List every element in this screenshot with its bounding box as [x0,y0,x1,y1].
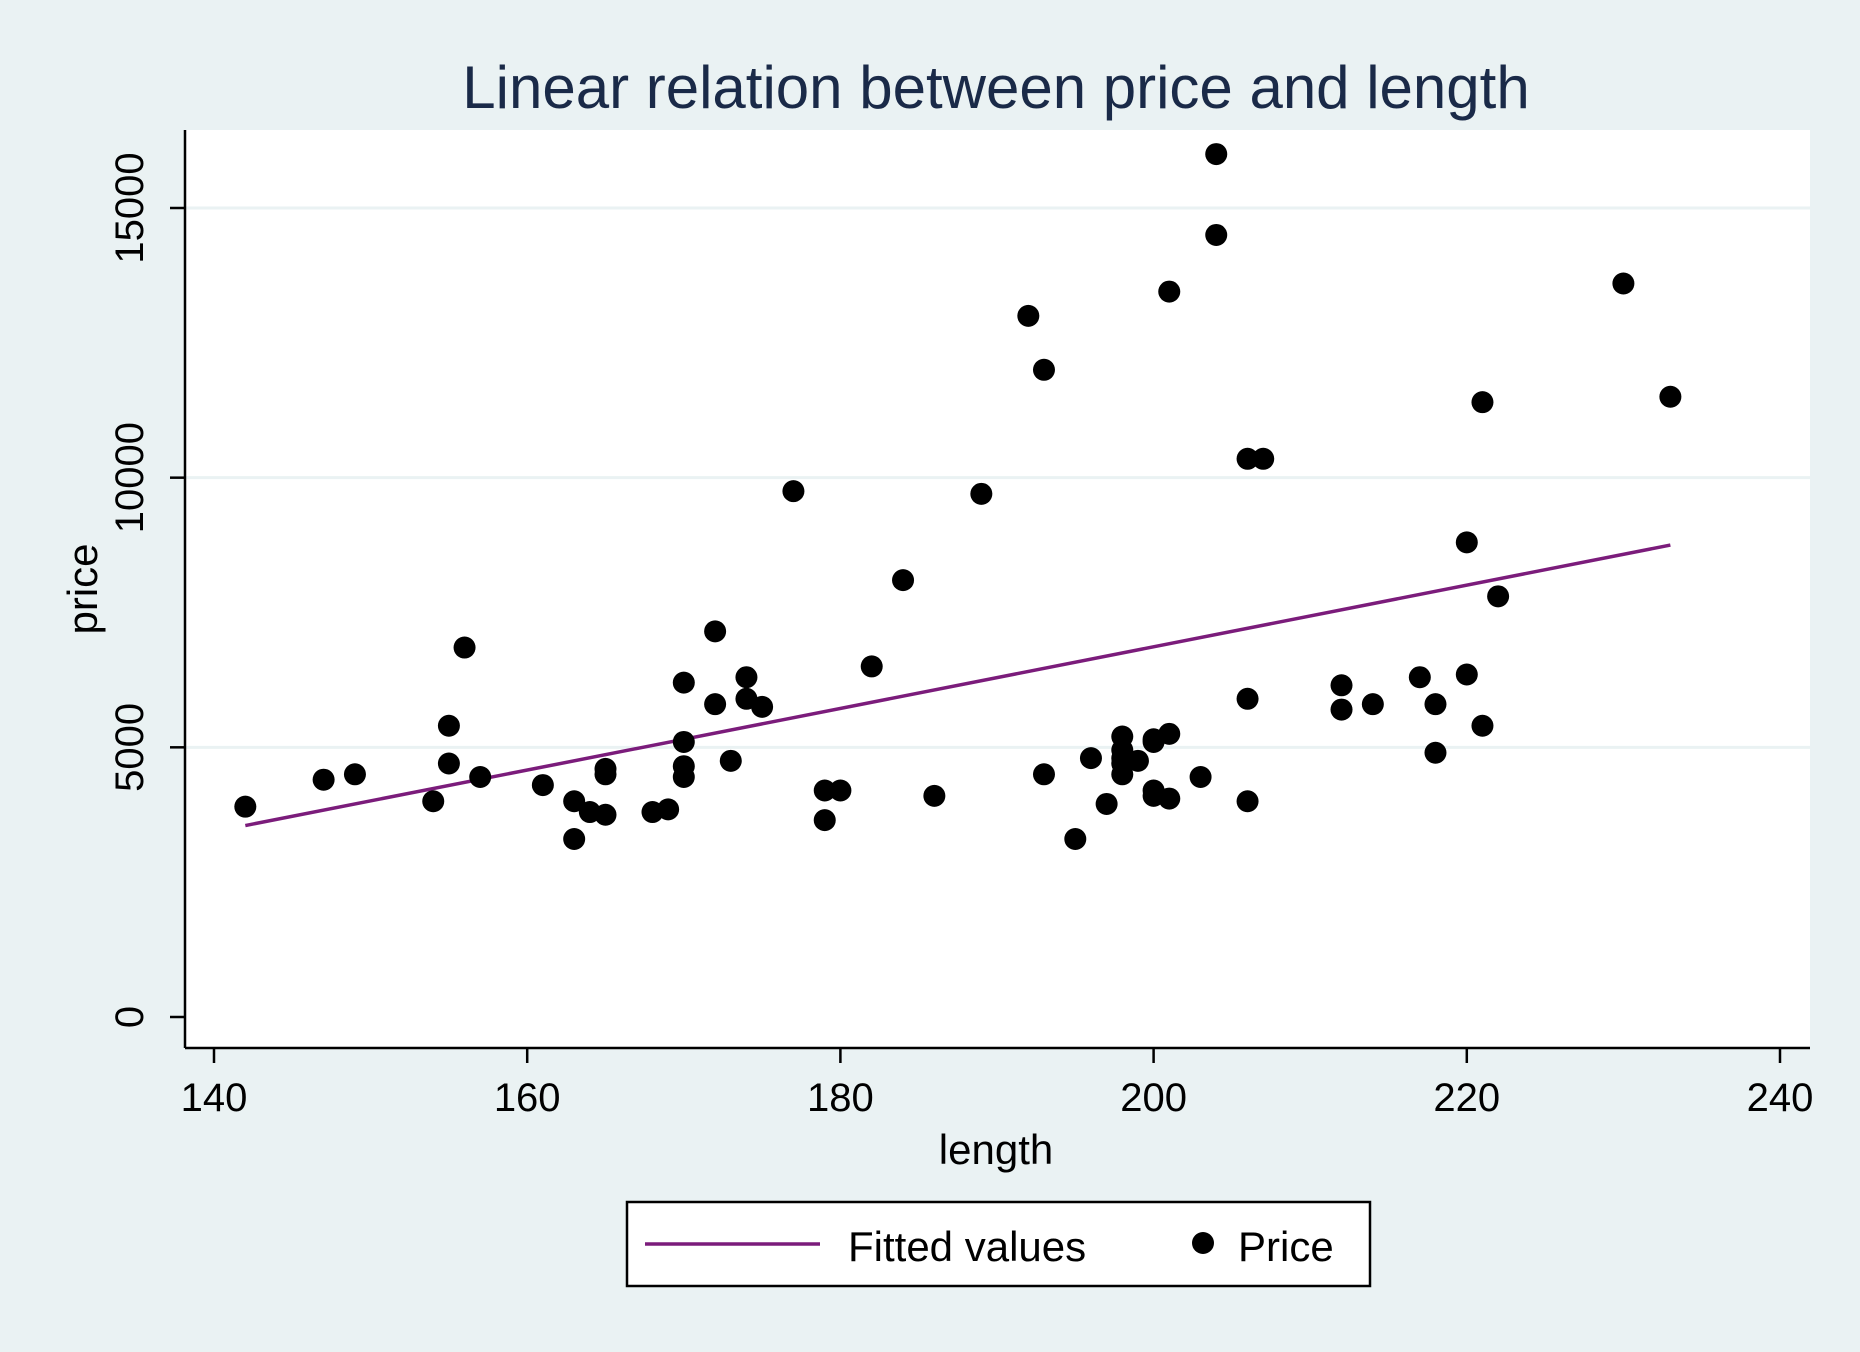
legend-price-swatch [1192,1232,1214,1254]
price-point [1471,391,1494,414]
legend-fitted-label: Fitted values [848,1223,1086,1270]
price-point [782,480,805,503]
price-point [1158,280,1181,303]
chart-title: Linear relation between price and length [462,54,1529,121]
price-point [1126,749,1149,772]
price-point [1471,714,1494,737]
price-point [719,749,742,772]
price-point [437,752,460,775]
y-axis-label: price [59,543,106,634]
price-point [735,666,758,689]
x-tick-label: 200 [1120,1076,1187,1120]
price-point [312,768,335,791]
x-tick-label: 140 [181,1076,248,1120]
x-axis-label: length [939,1126,1053,1173]
x-tick-label: 160 [494,1076,561,1120]
x-axis-ticks: 140 160 180 200 220 240 [181,1048,1814,1120]
price-point [813,809,836,832]
price-point [813,779,836,802]
price-point [1079,747,1102,770]
price-point [1252,447,1275,470]
price-point [1424,741,1447,764]
price-point [892,569,915,592]
y-tick-label: 10000 [108,422,152,533]
price-point [1032,358,1055,381]
price-point [469,765,492,788]
price-point [422,790,445,813]
price-point [1095,792,1118,815]
price-point [1408,666,1431,689]
price-point [234,795,257,818]
price-point [1017,304,1040,327]
price-point [594,763,617,786]
x-tick-label: 240 [1747,1076,1814,1120]
price-point [563,828,586,851]
legend-price-label: Price [1238,1223,1334,1270]
price-point [704,620,727,643]
price-point [1330,674,1353,697]
price-point [1612,272,1635,295]
y-axis-ticks: 0 5000 10000 15000 [108,152,185,1028]
price-point [1111,763,1134,786]
legend: Fitted values Price [625,1200,1372,1288]
price-point [437,714,460,737]
price-point [343,763,366,786]
price-point [1158,787,1181,810]
price-point [1361,693,1384,716]
x-tick-label: 220 [1433,1076,1500,1120]
price-point [453,636,476,659]
price-point [1205,143,1228,166]
price-point [594,803,617,826]
y-tick-label: 5000 [108,703,152,792]
price-point [531,774,554,797]
gridlines [185,206,1810,749]
price-point [1236,687,1259,710]
price-point [1455,663,1478,686]
price-point [672,671,695,694]
price-point [1330,698,1353,721]
price-point [829,779,852,802]
scatter-points-layer [234,143,1682,851]
y-tick-label: 0 [108,1006,152,1028]
price-point [860,655,883,678]
price-point [1659,385,1682,408]
price-point [563,790,586,813]
price-point [1064,828,1087,851]
plot-area [185,130,1810,1048]
price-point [1455,531,1478,554]
x-tick-label: 180 [807,1076,874,1120]
price-point [923,784,946,807]
price-point [1487,585,1510,608]
price-point [657,798,680,821]
price-point [970,482,993,505]
price-point [1205,223,1228,246]
price-point [751,695,774,718]
price-point [672,730,695,753]
price-point [1236,447,1259,470]
price-point [704,693,727,716]
price-point [1158,722,1181,745]
price-point [1189,765,1212,788]
price-point [1424,693,1447,716]
price-point [672,765,695,788]
price-point [1032,763,1055,786]
y-tick-label: 15000 [108,152,152,263]
price-point [1236,790,1259,813]
